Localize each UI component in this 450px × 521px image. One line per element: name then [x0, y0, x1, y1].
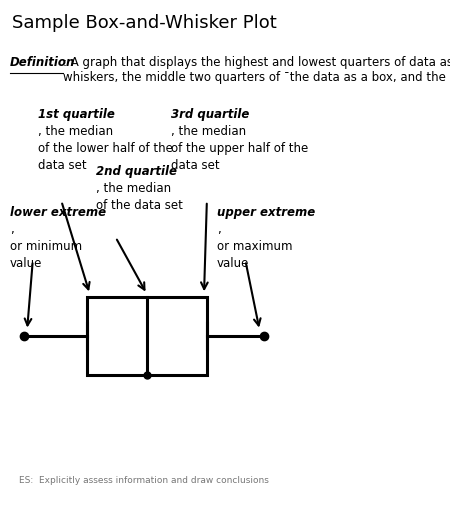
Text: ES:  Explicitly assess information and draw conclusions: ES: Explicitly assess information and dr…	[19, 476, 269, 485]
Text: ,
or minimum
value: , or minimum value	[10, 223, 82, 270]
Text: lower extreme: lower extreme	[10, 206, 106, 219]
Text: Definition: Definition	[10, 56, 75, 69]
Text: 2nd quartile: 2nd quartile	[95, 165, 176, 178]
Text: , the median
of the data set: , the median of the data set	[95, 182, 182, 212]
Text: 3rd quartile: 3rd quartile	[171, 108, 250, 121]
Text: , the median
of the upper half of the
data set: , the median of the upper half of the da…	[171, 125, 308, 172]
Text: ,
or maximum
value: , or maximum value	[217, 223, 292, 270]
Text: upper extreme: upper extreme	[217, 206, 315, 219]
Text: Sample Box-and-Whisker Plot: Sample Box-and-Whisker Plot	[12, 15, 276, 32]
Text: 1st quartile: 1st quartile	[39, 108, 115, 121]
Text: : A graph that displays the highest and lowest quarters of data as
whiskers, the: : A graph that displays the highest and …	[63, 56, 450, 84]
Bar	[87, 297, 207, 375]
Text: , the median
of the lower half of the
data set: , the median of the lower half of the da…	[39, 125, 173, 172]
